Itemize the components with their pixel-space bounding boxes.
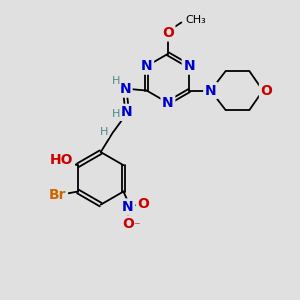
Text: O: O (162, 26, 174, 40)
Text: H: H (112, 109, 120, 119)
Text: HO: HO (50, 153, 73, 167)
Text: O: O (260, 84, 272, 98)
Text: N: N (205, 84, 216, 98)
Text: H: H (112, 76, 120, 86)
Text: N: N (122, 200, 134, 214)
Text: Br: Br (49, 188, 66, 202)
Text: N: N (141, 59, 152, 73)
Text: O: O (138, 197, 149, 211)
Text: N: N (119, 82, 131, 96)
Text: N: N (121, 105, 133, 119)
Text: N: N (183, 59, 195, 73)
Text: ⁻: ⁻ (133, 220, 140, 233)
Text: H: H (100, 127, 108, 137)
Text: CH₃: CH₃ (186, 14, 207, 25)
Text: N: N (162, 96, 174, 110)
Text: O: O (122, 218, 134, 231)
